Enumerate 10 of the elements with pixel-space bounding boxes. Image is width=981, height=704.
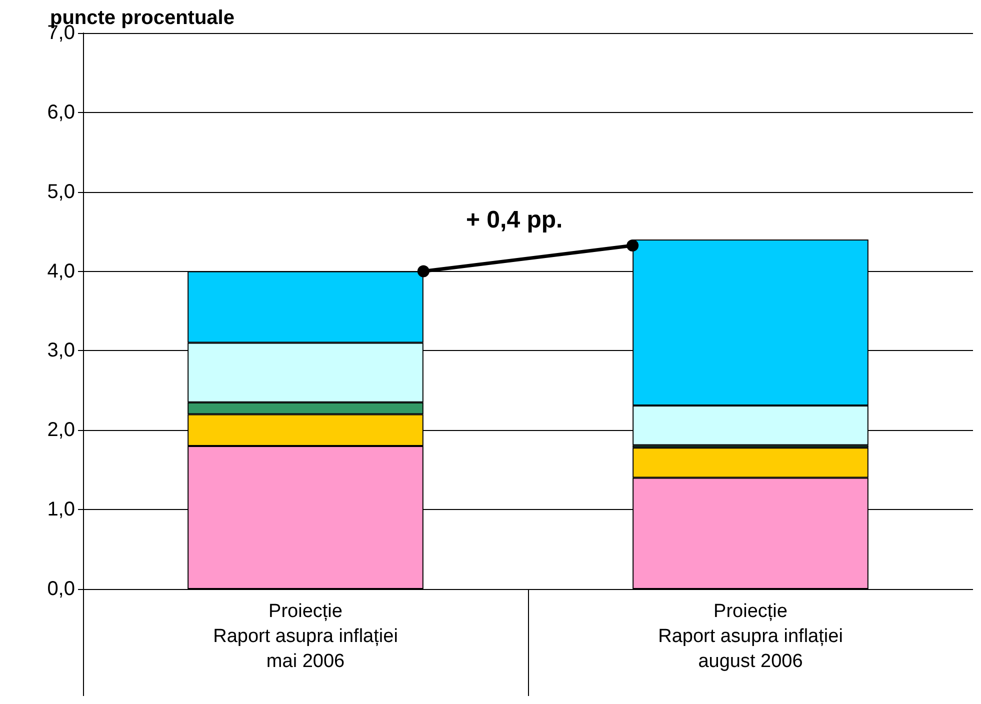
y-tick-label: 5,0: [47, 180, 75, 203]
y-tick-label: 4,0: [47, 260, 75, 282]
y-tick-label: 1,0: [47, 498, 75, 521]
y-tick-label: 2,0: [47, 419, 75, 442]
y-tick-label: 3,0: [47, 340, 75, 362]
y-tick-label: 0,0: [47, 578, 75, 600]
y-tick-label: 6,0: [47, 101, 75, 124]
x-tick-label: Proiecție Raport asupra inflației mai 2006: [213, 601, 398, 672]
annotation: + 0,4 pp.: [466, 206, 563, 234]
x-tick-label: Proiecție Raport asupra inflației august 2006: [658, 601, 843, 672]
